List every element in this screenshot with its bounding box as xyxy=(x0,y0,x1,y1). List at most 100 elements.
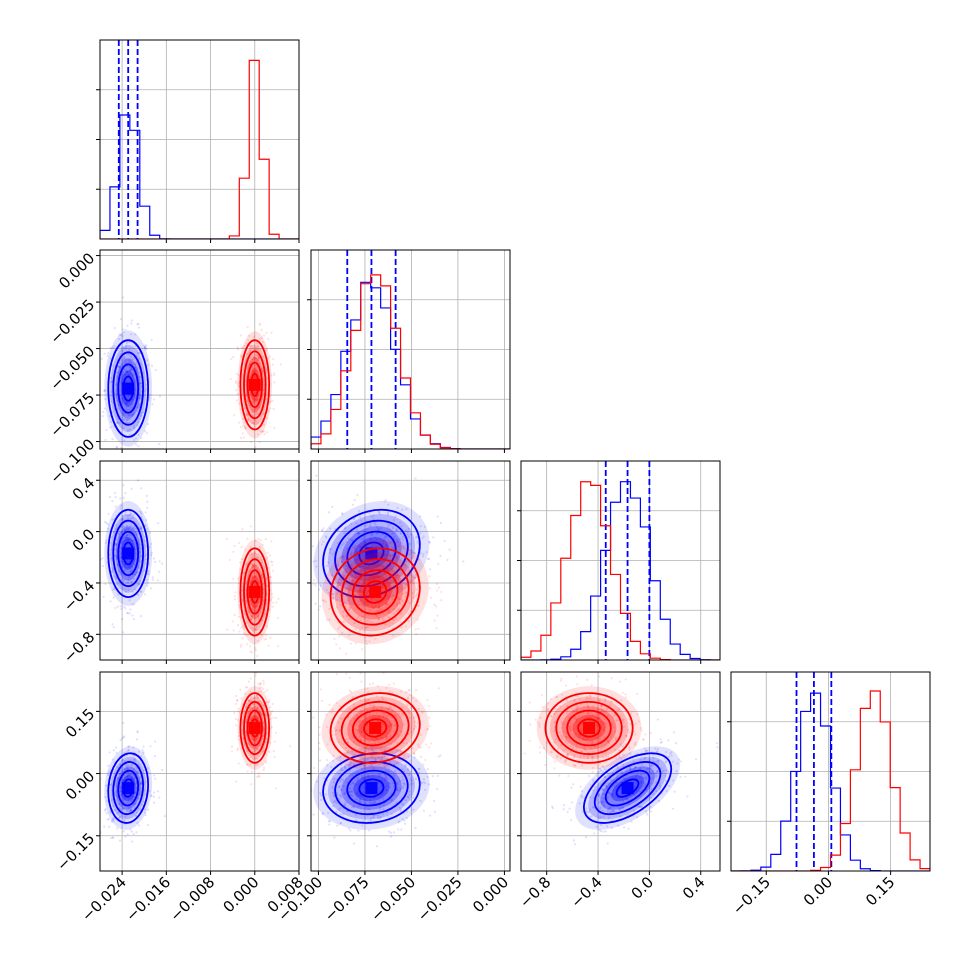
scatter-point xyxy=(119,768,123,771)
scatter-point xyxy=(387,707,390,710)
scatter-point xyxy=(277,645,280,648)
scatter-point xyxy=(379,689,382,692)
scatter-point xyxy=(349,553,352,556)
contour-level-4-series-1 xyxy=(250,372,260,397)
scatter-point xyxy=(402,778,405,782)
scatter-point xyxy=(386,611,389,614)
scatter-point xyxy=(363,775,366,778)
scatter-point xyxy=(326,759,329,762)
scatter-point xyxy=(385,623,388,626)
scatter-point xyxy=(253,357,256,360)
scatter-point xyxy=(360,568,364,571)
scatter-point xyxy=(116,371,120,375)
scatter-point xyxy=(129,565,132,568)
scatter-point xyxy=(387,595,391,598)
scatter-point xyxy=(269,407,272,410)
scatter-point xyxy=(336,591,339,594)
scatter-point xyxy=(249,551,252,554)
scatter-panel-2-0: −0.8−0.40.00.4 xyxy=(60,460,300,666)
scatter-point xyxy=(414,536,418,539)
scatter-point xyxy=(132,779,135,783)
contour-level-3-series-1 xyxy=(246,569,263,615)
scatter-point xyxy=(368,539,371,542)
scatter-point xyxy=(409,533,412,536)
scatter-point xyxy=(330,711,333,714)
scatter-point xyxy=(396,595,400,598)
scatter-point xyxy=(251,563,254,566)
scatter-point xyxy=(117,532,121,536)
scatter-point xyxy=(120,359,123,362)
scatter-point xyxy=(139,560,142,563)
scatter-point xyxy=(259,347,262,351)
x-tick-label: −0.008 xyxy=(166,873,218,925)
scatter-point xyxy=(401,785,404,788)
scatter-point xyxy=(365,619,368,622)
scatter-point xyxy=(121,758,124,761)
scatter-point xyxy=(360,519,363,522)
scatter-point xyxy=(251,604,255,608)
scatter-point xyxy=(371,714,375,717)
scatter-point xyxy=(342,742,346,745)
scatter-point xyxy=(384,776,387,779)
scatter-point xyxy=(328,551,331,554)
scatter-point xyxy=(252,738,255,741)
scatter-point xyxy=(348,737,351,740)
scatter-point xyxy=(342,594,345,597)
y-tick-label: −0.4 xyxy=(60,577,98,615)
scatter-point xyxy=(361,774,364,777)
scatter-point xyxy=(118,365,121,369)
scatter-point xyxy=(357,509,361,513)
scatter-point xyxy=(339,546,342,549)
contour-level-2-series-0 xyxy=(334,519,409,588)
scatter-point xyxy=(385,686,388,689)
scatter-point xyxy=(385,563,388,566)
scatter-point xyxy=(240,626,243,629)
scatter-point xyxy=(256,577,259,580)
scatter-point xyxy=(113,345,116,348)
scatter-point xyxy=(129,517,132,520)
scatter-point xyxy=(95,596,97,598)
scatter-point xyxy=(401,722,405,725)
scatter-point xyxy=(252,564,255,567)
scatter-point xyxy=(235,702,238,706)
scatter-point xyxy=(390,667,392,669)
scatter-point xyxy=(110,400,113,403)
scatter-point xyxy=(147,573,150,576)
scatter-point xyxy=(128,538,131,541)
scatter-point xyxy=(255,357,258,360)
scatter-point xyxy=(338,704,341,708)
scatter-point xyxy=(385,732,388,735)
scatter-point xyxy=(124,374,127,377)
scatter-point xyxy=(410,556,413,559)
scatter-point xyxy=(370,816,373,820)
scatter-point xyxy=(386,526,389,529)
scatter-point xyxy=(249,717,252,720)
scatter-point xyxy=(638,776,641,779)
scatter-point xyxy=(248,362,252,366)
scatter-point xyxy=(338,626,341,629)
scatter-point xyxy=(358,532,361,536)
scatter-point xyxy=(351,539,354,542)
y-tick-label: −0.050 xyxy=(46,342,98,394)
scatter-point xyxy=(352,703,355,706)
scatter-point xyxy=(236,346,239,349)
scatter-point xyxy=(606,786,609,790)
scatter-point xyxy=(144,345,147,348)
scatter-point xyxy=(399,531,402,534)
scatter-point xyxy=(139,382,143,385)
scatter-point xyxy=(126,538,129,541)
scatter-point xyxy=(578,802,581,805)
scatter-point xyxy=(140,527,143,530)
scatter-point xyxy=(260,633,264,636)
scatter-point xyxy=(124,835,127,838)
scatter-point xyxy=(258,686,261,690)
scatter-point xyxy=(335,810,338,814)
scatter-point xyxy=(126,809,129,813)
scatter-point xyxy=(259,702,263,705)
scatter-point xyxy=(118,366,121,369)
scatter-point xyxy=(361,605,364,609)
scatter-point xyxy=(129,797,132,800)
scatter-point xyxy=(243,692,247,695)
scatter-point xyxy=(390,723,393,726)
